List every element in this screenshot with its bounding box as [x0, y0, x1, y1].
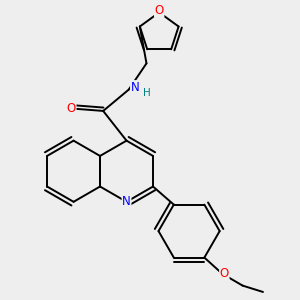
Text: O: O: [220, 267, 229, 280]
Text: O: O: [67, 102, 76, 115]
Text: H: H: [142, 88, 150, 98]
Text: O: O: [154, 4, 164, 17]
Text: N: N: [122, 195, 131, 208]
Text: N: N: [130, 81, 140, 94]
